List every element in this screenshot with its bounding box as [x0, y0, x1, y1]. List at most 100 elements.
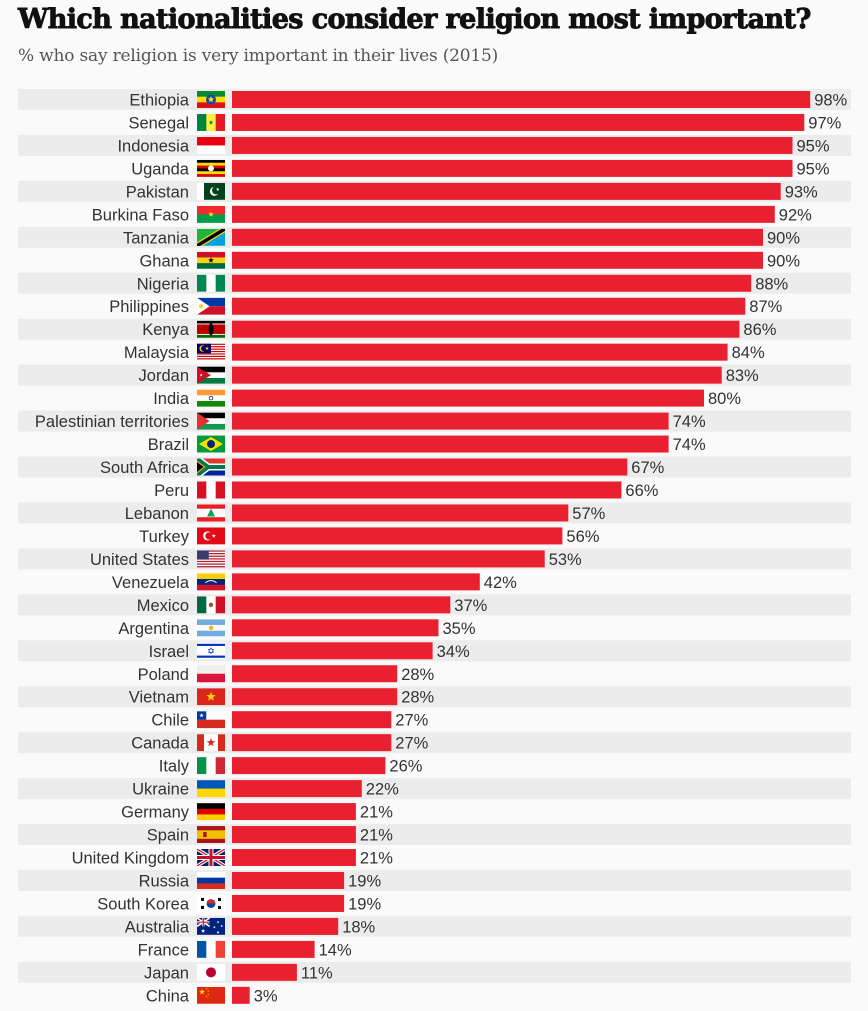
category-label: Kenya — [142, 321, 190, 339]
category-label: Ukraine — [132, 781, 189, 799]
data-label: 53% — [549, 551, 582, 569]
chart-row: France 14% — [138, 940, 352, 959]
category-label: Uganda — [131, 160, 190, 178]
flag-pakistan-icon — [197, 182, 225, 200]
flag-argentina-icon — [197, 619, 225, 637]
row-stripe — [18, 778, 851, 800]
bar — [232, 757, 386, 775]
data-label: 80% — [708, 390, 741, 408]
bar — [232, 711, 392, 729]
row-stripe — [18, 961, 851, 983]
chart-row: Vietnam 28% — [18, 686, 851, 708]
data-label: 74% — [673, 413, 706, 431]
flag-india-icon — [197, 389, 225, 407]
data-label: 86% — [743, 321, 776, 339]
chart-row: Chile 27% — [151, 711, 429, 730]
category-label: South Korea — [97, 895, 190, 913]
flag-turkey-icon — [197, 527, 225, 545]
chart-row: Ukraine 22% — [18, 778, 851, 800]
chart-row: Brazil 74% — [148, 435, 706, 454]
bar — [232, 389, 704, 407]
flag-israel-icon — [197, 642, 225, 660]
data-label: 90% — [767, 229, 800, 247]
data-label: 11% — [301, 964, 333, 982]
bar — [232, 205, 775, 223]
category-label: Burkina Faso — [92, 206, 189, 224]
data-label: 67% — [631, 459, 664, 477]
flag-canada-icon — [197, 734, 225, 752]
category-label: Malaysia — [124, 344, 190, 362]
data-label: 98% — [814, 92, 847, 110]
chart-row: China 3% — [146, 986, 278, 1005]
category-label: Mexico — [137, 597, 189, 615]
category-label: Nigeria — [137, 275, 190, 293]
category-label: Brazil — [148, 436, 189, 454]
flag-senegal-icon — [197, 113, 225, 131]
category-label: Turkey — [139, 528, 190, 546]
category-label: Israel — [149, 643, 189, 661]
flag-poland-icon — [197, 665, 225, 683]
data-label: 97% — [808, 114, 841, 132]
data-label: 3% — [254, 987, 278, 1005]
flag-ethiopia-icon — [197, 91, 225, 108]
bar — [232, 596, 451, 614]
bar — [232, 412, 669, 430]
data-label: 28% — [401, 666, 434, 684]
flag-united-states-icon — [197, 550, 225, 568]
category-label: South Africa — [100, 459, 190, 477]
bar — [232, 894, 345, 912]
flag-ukraine-icon — [197, 780, 225, 798]
bar — [232, 435, 669, 453]
data-label: 90% — [767, 252, 800, 270]
chart-row: Ethiopia 98% — [18, 89, 851, 110]
chart-row: United Kingdom 21% — [72, 849, 393, 868]
data-label: 28% — [401, 689, 434, 707]
category-label: Tanzania — [123, 229, 190, 247]
chart-row: Poland 28% — [138, 665, 435, 684]
bar — [232, 619, 439, 637]
bar — [232, 917, 339, 935]
category-label: Japan — [144, 964, 189, 982]
category-label: Spain — [147, 827, 189, 845]
flag-japan-icon — [197, 963, 225, 981]
category-label: China — [146, 987, 190, 1005]
bar — [232, 481, 622, 499]
chart-row: Indonesia 95% — [18, 134, 851, 156]
bar — [232, 343, 728, 361]
data-label: 95% — [797, 137, 830, 155]
bar — [232, 527, 563, 545]
category-label: India — [153, 390, 190, 408]
bar — [232, 366, 722, 384]
data-label: 21% — [360, 827, 393, 845]
category-label: Palestinian territories — [35, 413, 189, 431]
chart-row: Pakistan 93% — [18, 180, 851, 202]
bar — [232, 297, 746, 315]
flag-spain-icon — [197, 826, 225, 844]
flag-kenya-icon — [197, 320, 225, 338]
category-label: Indonesia — [117, 137, 189, 155]
flag-palestine-icon — [197, 412, 225, 430]
category-label: United States — [90, 551, 189, 569]
flag-united-kingdom-icon — [197, 849, 225, 867]
bar — [232, 963, 297, 981]
data-label: 21% — [360, 850, 393, 868]
bar — [232, 274, 752, 292]
category-label: Senegal — [128, 114, 189, 132]
flag-russia-icon — [197, 871, 225, 889]
category-label: Philippines — [109, 298, 189, 316]
bar — [232, 159, 793, 177]
data-label: 88% — [755, 275, 788, 293]
bar — [232, 688, 398, 706]
category-label: Lebanon — [125, 505, 189, 523]
row-stripe — [18, 915, 851, 937]
flag-germany-icon — [197, 803, 225, 821]
bar — [232, 113, 805, 131]
data-label: 95% — [797, 160, 830, 178]
chart-row: Jordan 83% — [18, 364, 851, 386]
flag-china-icon — [197, 986, 225, 1004]
chart-row: Mexico 37% — [18, 594, 851, 616]
data-label: 93% — [785, 183, 818, 201]
bar — [232, 826, 356, 844]
category-label: Italy — [159, 758, 190, 776]
